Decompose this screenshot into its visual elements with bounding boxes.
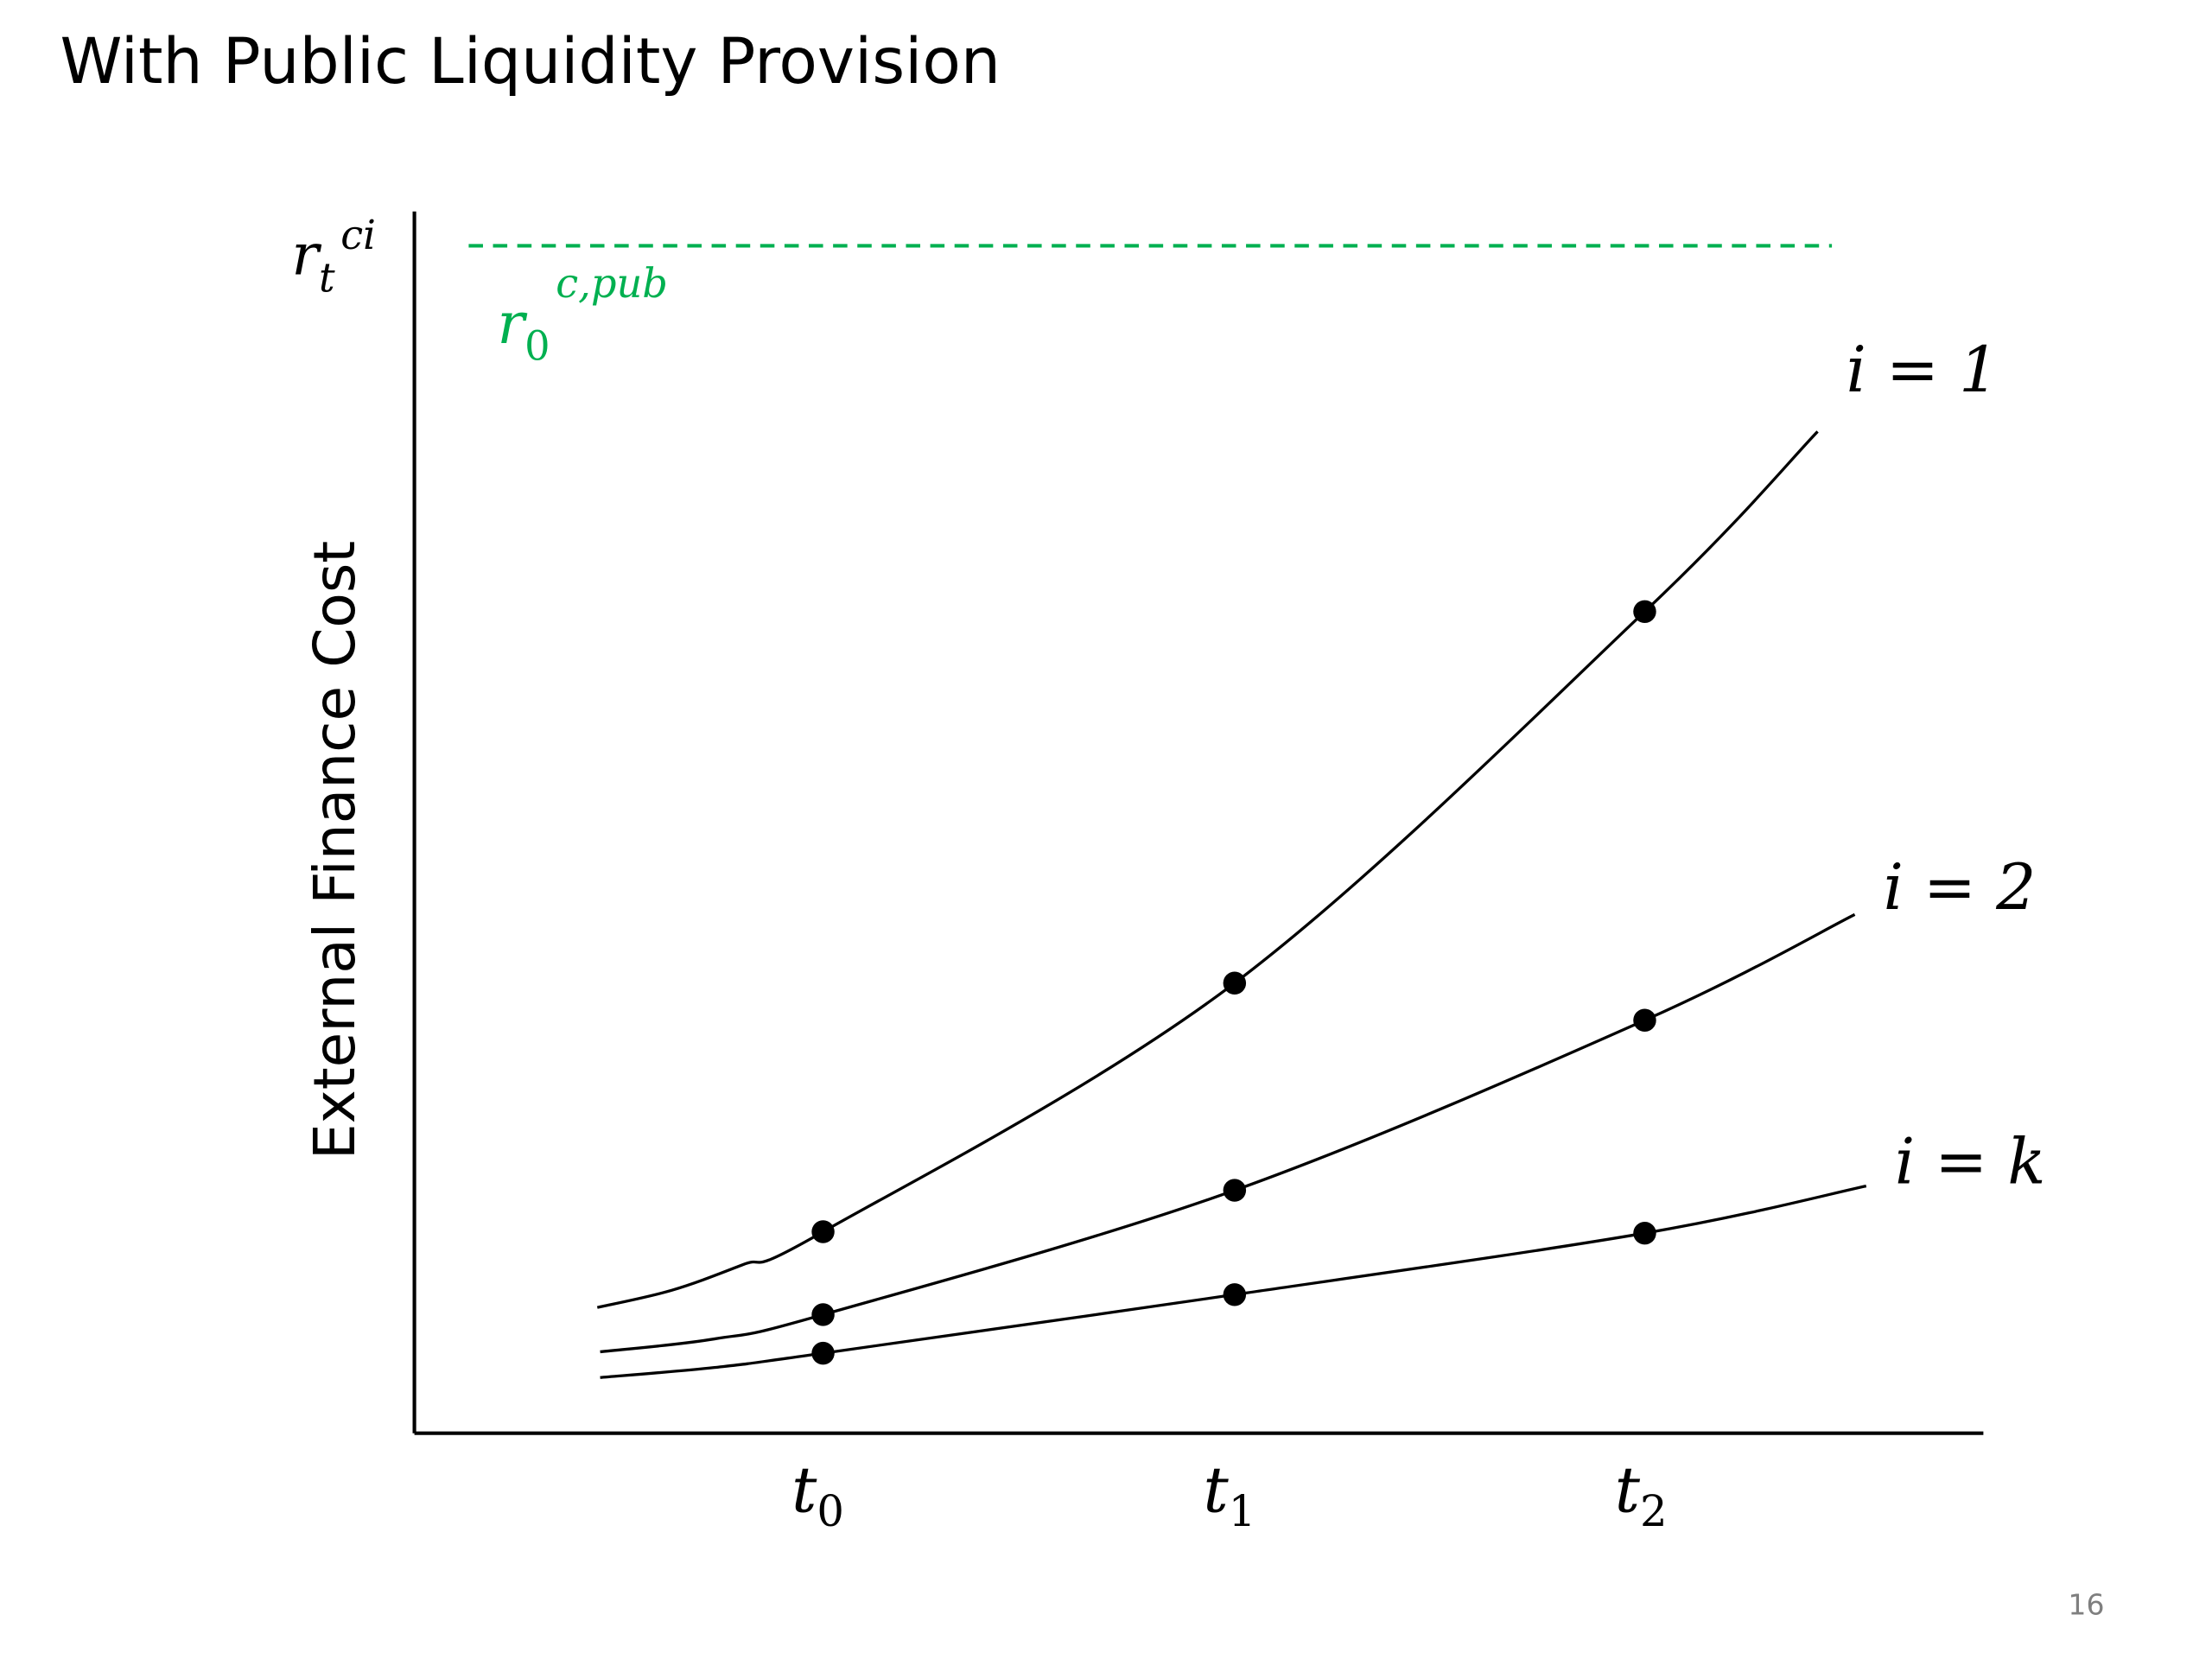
- curve-point: [1633, 1221, 1656, 1245]
- curve: [600, 912, 1856, 1354]
- curves: [596, 430, 1867, 1379]
- curve-point: [1633, 1008, 1656, 1033]
- curve-point: [1223, 971, 1247, 995]
- page-number: 16: [2068, 1588, 2104, 1622]
- base: t: [1615, 1454, 1641, 1528]
- curve-point: [811, 1303, 835, 1326]
- base: r: [291, 222, 321, 289]
- x-tick-label: t0: [791, 1454, 844, 1537]
- superscript: c,pub: [556, 260, 668, 307]
- curve-point: [811, 1220, 835, 1243]
- subscript: t: [319, 254, 335, 301]
- curve: [596, 430, 1819, 1309]
- base: t: [1203, 1454, 1229, 1528]
- x-tick-label: t2: [1615, 1454, 1668, 1537]
- y-axis-label: External Finance Cost: [302, 541, 368, 1160]
- x-tick-label: t1: [1203, 1454, 1255, 1537]
- slide-title: With Public Liquidity Provision: [60, 25, 1000, 99]
- curve-label: i = k: [1895, 1125, 2046, 1198]
- curve-point: [1223, 1179, 1247, 1202]
- subscript: 0: [524, 323, 550, 370]
- base: t: [791, 1454, 817, 1528]
- y-axis-top-label: rtci: [291, 212, 376, 302]
- subscript: 2: [1640, 1486, 1668, 1536]
- base: r: [498, 290, 528, 357]
- curve-point: [1633, 600, 1656, 624]
- curve-label: i = 2: [1884, 851, 2037, 925]
- curve-label: i = 1: [1847, 334, 1999, 407]
- curve: [600, 1184, 1867, 1379]
- curve-point: [1223, 1283, 1247, 1306]
- superscript: ci: [340, 212, 376, 258]
- subscript: 0: [817, 1486, 844, 1536]
- curve-point: [811, 1341, 835, 1365]
- reference-label: r0c,pub: [498, 260, 668, 370]
- subscript: 1: [1229, 1486, 1256, 1536]
